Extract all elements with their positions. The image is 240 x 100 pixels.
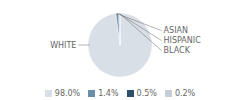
html-text:1.4%: 1.4% [98, 88, 119, 98]
svg-text:ASIAN: ASIAN [164, 26, 188, 35]
svg-text:WHITE: WHITE [50, 41, 76, 50]
html-text:0.5%: 0.5% [136, 88, 157, 98]
html-text:0.2%: 0.2% [174, 88, 196, 98]
svg-text:BLACK: BLACK [164, 46, 191, 55]
svg-text:HISPANIC: HISPANIC [164, 36, 202, 45]
html-text:98.0%: 98.0% [54, 88, 81, 98]
